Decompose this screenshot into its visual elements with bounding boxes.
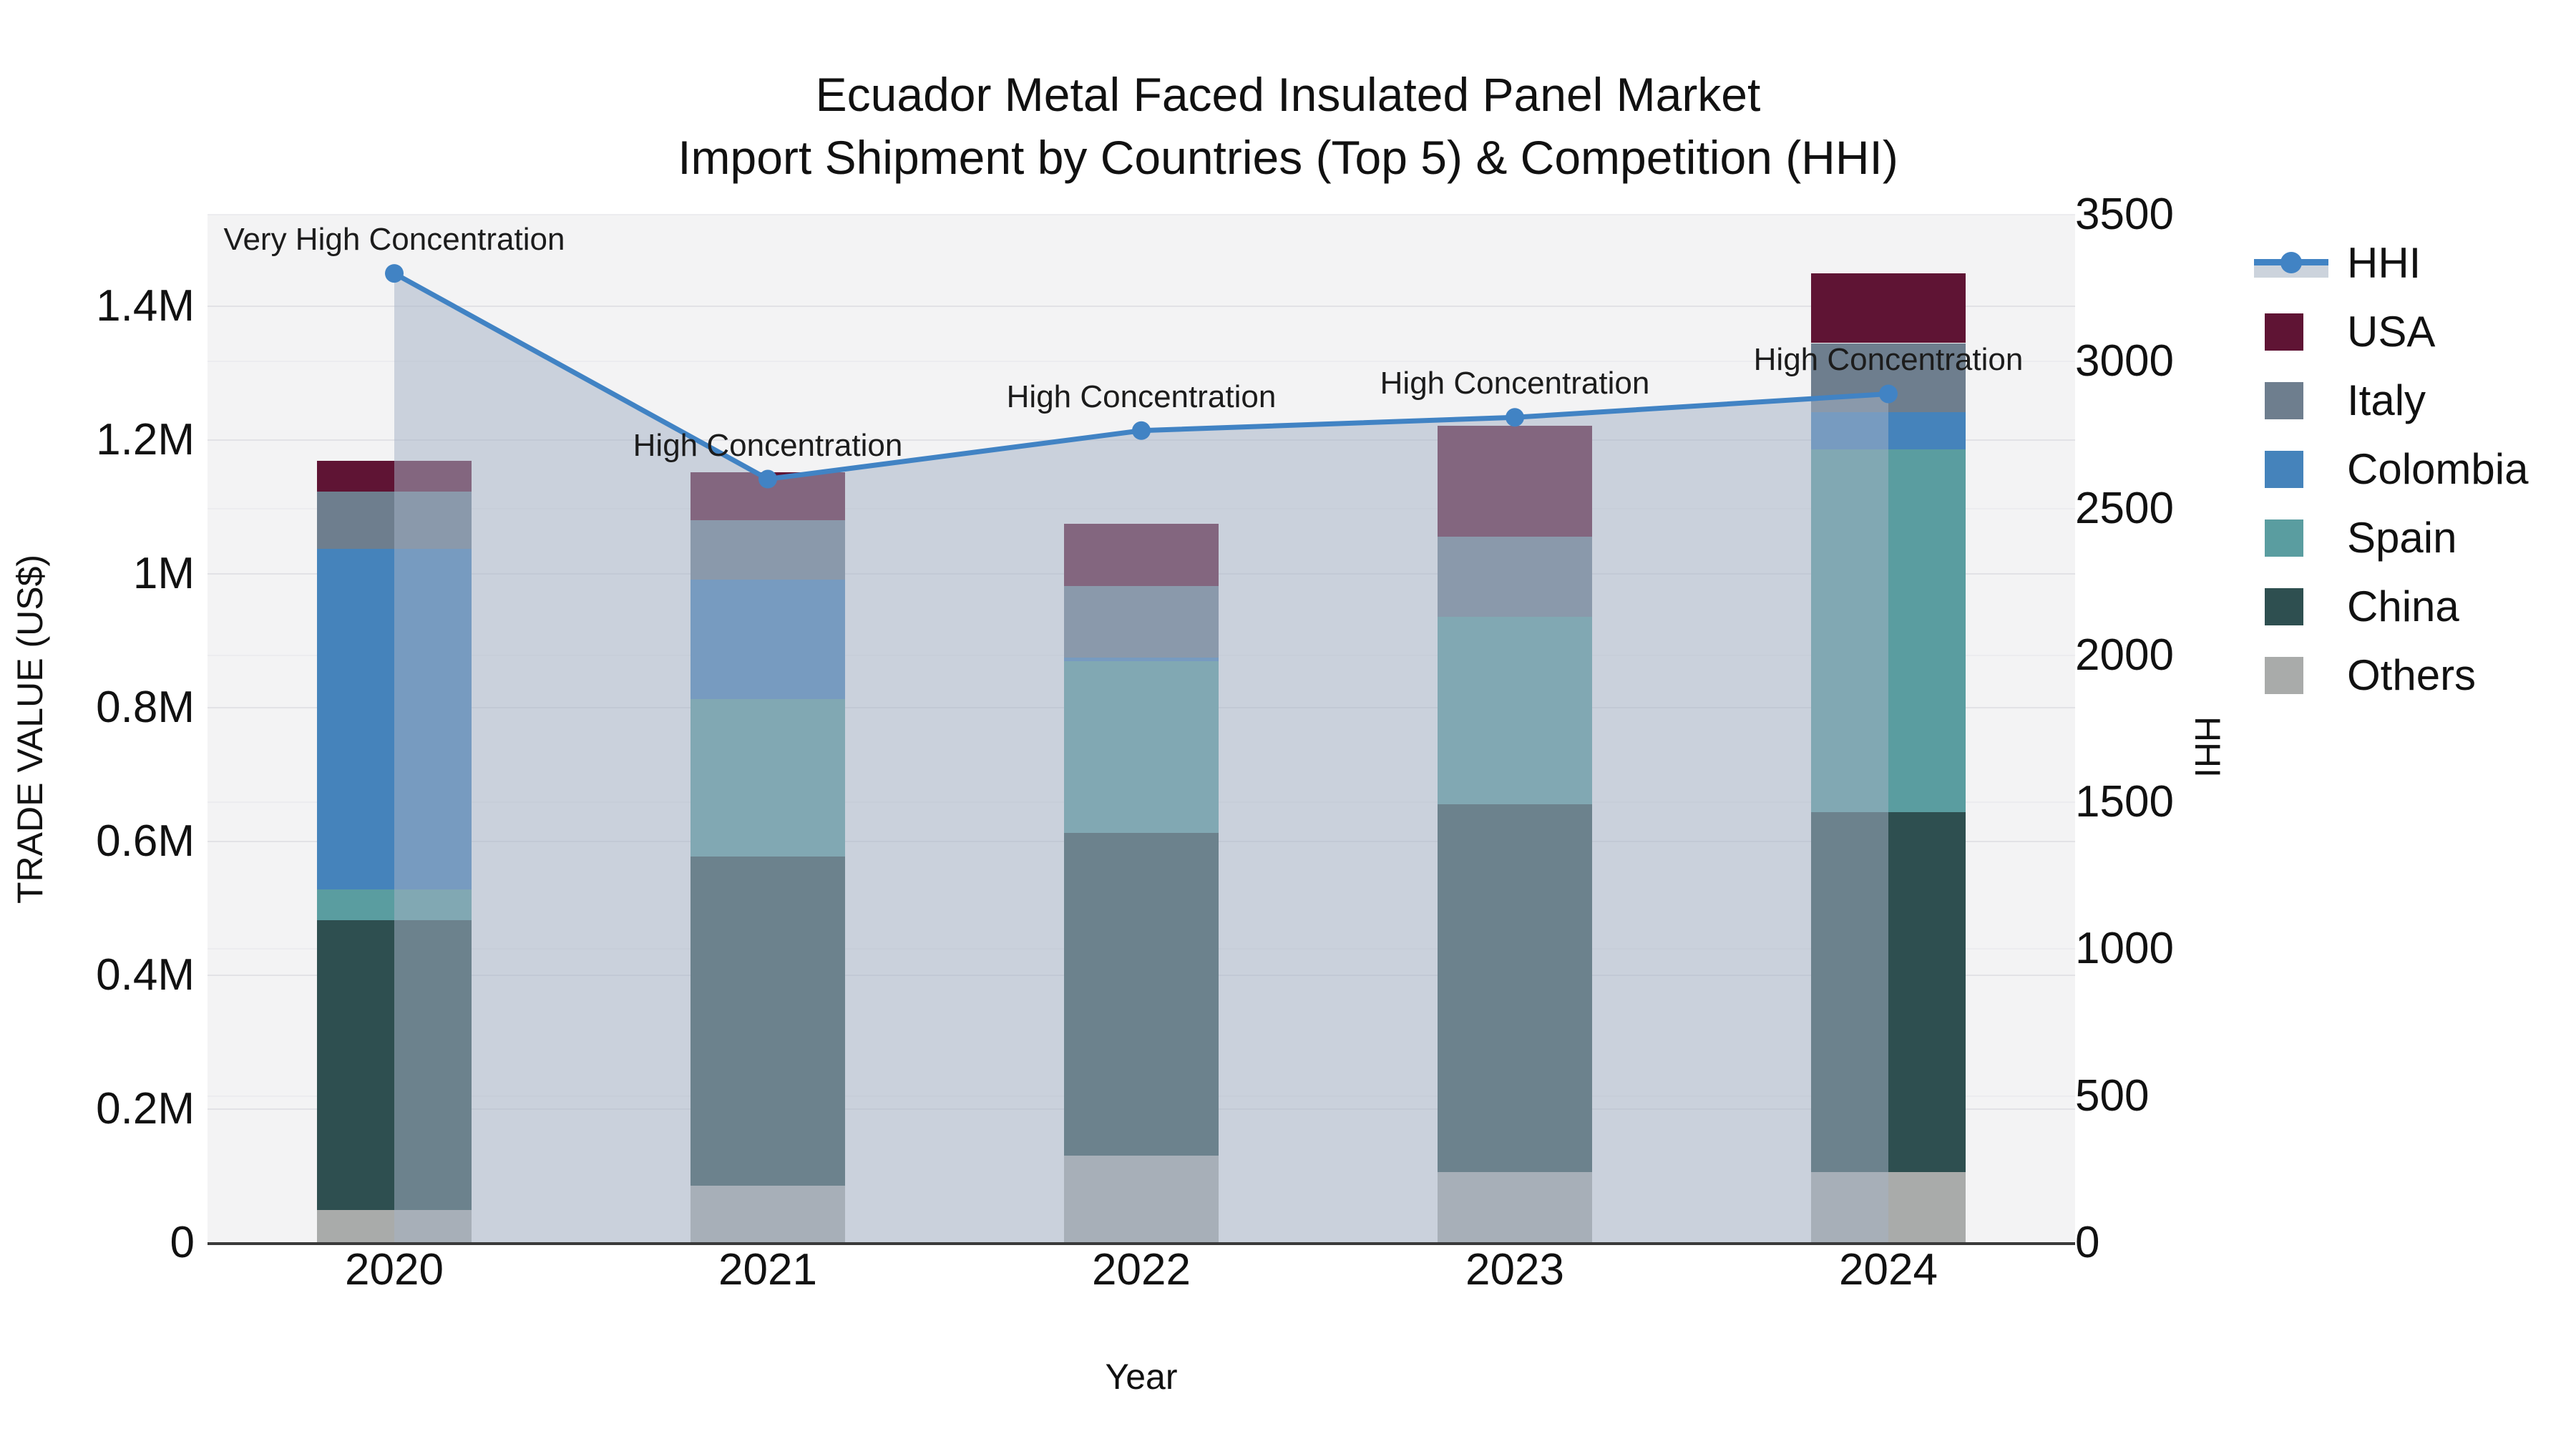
- y-right-tick-1000: 1000: [2075, 924, 2174, 974]
- legend-item-spain[interactable]: Spain: [2254, 517, 2528, 560]
- legend-item-china[interactable]: China: [2254, 585, 2528, 628]
- y-left-tick-0.4M: 0.4M: [96, 950, 195, 1000]
- legend-label-colombia: Colombia: [2347, 445, 2529, 493]
- y-left-tick-1.4M: 1.4M: [96, 281, 195, 331]
- gridline-hhi-3500: [208, 214, 2075, 215]
- gridline-hhi-3000: [208, 361, 2075, 363]
- legend-label-italy: Italy: [2347, 376, 2426, 424]
- y-left-tick-1M: 1M: [132, 549, 195, 599]
- annotation-2020: Very High Concentration: [223, 222, 565, 258]
- y-right-tick-2500: 2500: [2075, 483, 2174, 533]
- legend-swatch-china: [2265, 588, 2303, 625]
- legend-item-hhi[interactable]: HHI: [2254, 242, 2528, 285]
- x-tick-2022: 2022: [1092, 1245, 1191, 1294]
- gridline-trade-1.4M: [208, 306, 2075, 308]
- legend-item-italy[interactable]: Italy: [2254, 379, 2528, 422]
- legend-label-spain: Spain: [2347, 514, 2457, 562]
- legend-swatch-italy: [2265, 382, 2303, 419]
- legend-sample-hhi: [2254, 242, 2328, 285]
- x-axis-line: [208, 1242, 2075, 1245]
- y-left-tick-0: 0: [170, 1218, 195, 1267]
- legend: HHI USA Italy Colombia Spain China Others: [2254, 242, 2528, 697]
- legend-swatch-others: [2265, 657, 2303, 694]
- y-right-tick-1500: 1500: [2075, 777, 2174, 827]
- x-tick-2021: 2021: [718, 1245, 817, 1294]
- chart-title-line2: Import Shipment by Countries (Top 5) & C…: [678, 131, 1898, 184]
- legend-label-hhi: HHI: [2347, 239, 2421, 287]
- legend-sample-italy: [2254, 379, 2328, 422]
- y-left-tick-1.2M: 1.2M: [96, 415, 195, 465]
- y-right-axis-title: HHI: [2187, 716, 2228, 778]
- y-left-tick-0.2M: 0.2M: [96, 1084, 195, 1133]
- legend-item-others[interactable]: Others: [2254, 654, 2528, 697]
- hhi-marker-2020: [385, 264, 404, 283]
- y-right-tick-3500: 3500: [2075, 190, 2174, 239]
- x-tick-2023: 2023: [1465, 1245, 1564, 1294]
- legend-swatch-usa: [2265, 313, 2303, 351]
- legend-sample-colombia: [2254, 448, 2328, 491]
- legend-swatch-colombia: [2265, 451, 2303, 488]
- legend-item-colombia[interactable]: Colombia: [2254, 448, 2528, 491]
- annotation-2021: High Concentration: [633, 427, 903, 463]
- legend-label-usa: USA: [2347, 308, 2436, 356]
- legend-sample-usa: [2254, 311, 2328, 353]
- legend-line-marker-icon: [2280, 252, 2302, 273]
- hhi-marker-2021: [758, 469, 777, 489]
- y-left-tick-0.8M: 0.8M: [96, 683, 195, 733]
- legend-label-others: Others: [2347, 651, 2477, 699]
- annotation-2024: High Concentration: [1753, 342, 2024, 378]
- y-right-tick-0: 0: [2075, 1218, 2100, 1267]
- x-tick-2024: 2024: [1839, 1245, 1938, 1294]
- legend-swatch-spain: [2265, 519, 2303, 557]
- legend-sample-others: [2254, 654, 2328, 697]
- x-tick-2020: 2020: [345, 1245, 444, 1294]
- y-right-tick-3000: 3000: [2075, 336, 2174, 386]
- bar-2024-usa: [1811, 273, 1966, 343]
- hhi-marker-2024: [1879, 384, 1898, 404]
- annotation-2022: High Concentration: [1006, 379, 1277, 414]
- y-left-tick-0.6M: 0.6M: [96, 816, 195, 867]
- annotation-2023: High Concentration: [1380, 366, 1650, 401]
- y-right-tick-2000: 2000: [2075, 630, 2174, 680]
- legend-sample-china: [2254, 585, 2328, 628]
- hhi-marker-2023: [1506, 408, 1524, 427]
- chart-title: Ecuador Metal Faced Insulated Panel Mark…: [0, 63, 2576, 189]
- y-left-axis-title: TRADE VALUE (US$): [10, 554, 50, 904]
- hhi-marker-2022: [1132, 421, 1151, 440]
- legend-label-china: China: [2347, 582, 2459, 630]
- y-right-tick-500: 500: [2075, 1070, 2150, 1121]
- legend-sample-spain: [2254, 517, 2328, 560]
- hhi-area-fill: [394, 273, 1888, 1244]
- x-axis-title: Year: [1105, 1357, 1178, 1397]
- chart-title-line1: Ecuador Metal Faced Insulated Panel Mark…: [815, 68, 1761, 121]
- legend-item-usa[interactable]: USA: [2254, 311, 2528, 353]
